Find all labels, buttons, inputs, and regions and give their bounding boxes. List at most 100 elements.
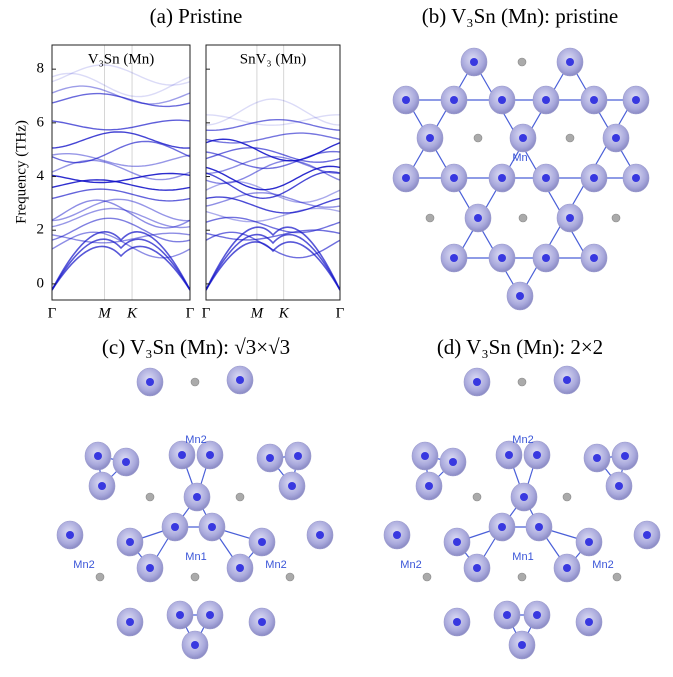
phonon-band xyxy=(52,85,190,105)
phonon-band xyxy=(206,180,340,204)
mn-atom xyxy=(288,482,296,490)
band-structure xyxy=(206,45,340,300)
mn-atom xyxy=(643,531,651,539)
mn-atom xyxy=(612,134,620,142)
mn-atom xyxy=(505,451,513,459)
mn-atom xyxy=(450,174,458,182)
subplot-title: V₃Sn (Mn) xyxy=(88,51,154,67)
phonon-band xyxy=(52,119,190,131)
atom-label: Mn2 xyxy=(592,559,613,571)
mn-atom xyxy=(266,454,274,462)
mn-atom xyxy=(542,174,550,182)
phonon-band xyxy=(52,188,190,202)
phonon-band xyxy=(52,199,190,229)
phonon-band xyxy=(206,231,340,259)
phonon-band xyxy=(206,147,340,163)
mn-atom xyxy=(542,96,550,104)
atom-label: Mn2 xyxy=(512,434,533,446)
phonon-band xyxy=(206,165,340,191)
phonon-band xyxy=(52,72,190,98)
plot-frame xyxy=(205,44,341,301)
mn-atom xyxy=(98,482,106,490)
phonon-band xyxy=(52,207,190,229)
bond xyxy=(406,61,475,179)
phonon-band xyxy=(206,192,340,208)
mn-atom xyxy=(146,564,154,572)
mn-atom xyxy=(206,611,214,619)
mn-atom xyxy=(498,174,506,182)
atom-label: Mn xyxy=(512,152,527,164)
phonon-band xyxy=(52,92,190,108)
phonon-band xyxy=(206,98,340,126)
mn-atom xyxy=(421,452,429,460)
atom-label: Mn2 xyxy=(265,559,286,571)
sn-atom xyxy=(612,572,622,582)
phonon-band xyxy=(206,155,340,175)
mn-atom xyxy=(402,96,410,104)
x-tick-label: K xyxy=(126,305,138,321)
mn-atom xyxy=(178,451,186,459)
phonon-band xyxy=(206,114,340,126)
mn-atom xyxy=(171,523,179,531)
mn-atom xyxy=(450,254,458,262)
mn-atom xyxy=(474,214,482,222)
x-tick-label: Γ xyxy=(336,305,345,321)
sn-atom xyxy=(190,572,200,582)
mn-atom xyxy=(590,174,598,182)
mn-atom xyxy=(535,523,543,531)
x-tick-label: Γ xyxy=(186,305,195,321)
mn-atom xyxy=(206,451,214,459)
phonon-band xyxy=(52,140,190,164)
phonon-band xyxy=(52,231,190,259)
mn-atom xyxy=(393,531,401,539)
mn-atom xyxy=(590,254,598,262)
phonon-band xyxy=(206,229,340,241)
phonon-band xyxy=(52,179,190,191)
x-tick-label: M xyxy=(250,305,265,321)
mn-atom xyxy=(473,378,481,386)
mn-atom xyxy=(258,618,266,626)
phonon-band xyxy=(206,241,340,291)
panel-title: (c) V₃Sn (Mn): √3×√3 xyxy=(102,335,290,359)
phonon-band xyxy=(206,170,340,200)
sn-atom xyxy=(562,492,572,502)
sn-atom xyxy=(517,57,527,67)
panel-title: (a) Pristine xyxy=(150,4,243,28)
phonon-band xyxy=(206,207,340,223)
mn-atom xyxy=(453,538,461,546)
phonon-band xyxy=(52,153,190,167)
sn-atom xyxy=(611,213,621,223)
sn-atom xyxy=(518,213,528,223)
mn-atom xyxy=(632,174,640,182)
mn-atom xyxy=(425,482,433,490)
panel-title: (d) V₃Sn (Mn): 2×2 xyxy=(437,335,603,359)
atom-label: Mn2 xyxy=(400,559,421,571)
mn-atom xyxy=(498,523,506,531)
phonon-band xyxy=(52,64,190,86)
y-tick-label: 4 xyxy=(37,168,45,184)
phonon-band xyxy=(52,172,190,184)
mn-atom xyxy=(316,531,324,539)
phonon-band xyxy=(52,231,190,291)
phonon-band xyxy=(52,245,190,291)
mn-atom xyxy=(563,564,571,572)
mn-atom xyxy=(590,96,598,104)
phonon-band xyxy=(206,150,340,170)
mn-atom xyxy=(126,538,134,546)
mn-atom xyxy=(294,452,302,460)
y-tick-label: 8 xyxy=(37,61,45,77)
mn-atom xyxy=(453,618,461,626)
y-axis-label: Frequency (THz) xyxy=(13,120,29,224)
band-structure xyxy=(52,45,190,300)
mn-atom xyxy=(176,611,184,619)
mn-atom xyxy=(516,292,524,300)
mn-atom xyxy=(533,451,541,459)
phonon-band xyxy=(206,119,340,131)
phonon-band xyxy=(52,238,190,291)
phonon-band xyxy=(52,217,190,243)
x-tick-label: Γ xyxy=(202,305,211,321)
sn-atom xyxy=(517,377,527,387)
mn-atom xyxy=(236,376,244,384)
mn-atom xyxy=(498,96,506,104)
